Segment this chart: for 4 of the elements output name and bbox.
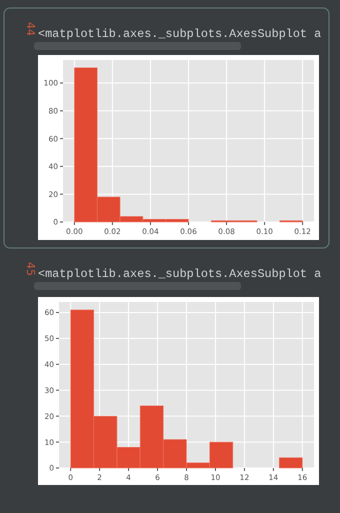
text: <matplotlib.axes._subplots.AxesSubplot a bbox=[38, 267, 322, 281]
text: <matplotlib.axes._subplots.AxesSubplot a bbox=[38, 27, 322, 41]
text: 45 bbox=[24, 262, 37, 276]
text: 44 bbox=[24, 22, 37, 36]
